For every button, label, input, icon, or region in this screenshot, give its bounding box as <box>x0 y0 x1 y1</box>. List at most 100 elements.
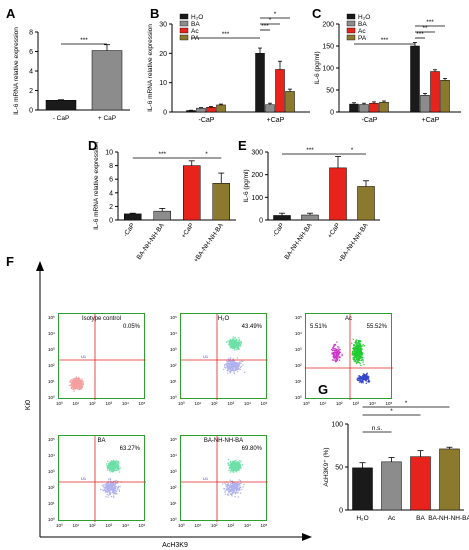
facs-event <box>359 362 361 365</box>
facs-event <box>236 463 238 465</box>
facs-event <box>228 366 231 368</box>
facs-event <box>362 373 365 375</box>
facs-x-tick-label: 10⁵ <box>138 523 146 528</box>
facs-x-tick-label: 10² <box>89 523 96 528</box>
facs-event <box>230 483 232 485</box>
facs-event <box>231 362 233 364</box>
facs-event <box>222 483 224 485</box>
bar <box>275 69 285 113</box>
facs-event <box>231 365 233 368</box>
facs-event <box>229 343 231 345</box>
facs-x-tick-label: 10¹ <box>194 401 202 406</box>
y-tick-label: 0 <box>330 110 334 117</box>
facs-event <box>117 480 119 482</box>
facs-event <box>234 336 236 339</box>
facs-event <box>332 356 334 358</box>
facs-event <box>77 382 79 384</box>
facs-event <box>235 469 238 471</box>
facs-event <box>225 341 228 343</box>
y-tick-label: 20 <box>159 51 167 58</box>
facs-event <box>335 344 337 346</box>
facs-event <box>223 488 225 490</box>
legend-swatch <box>179 27 189 34</box>
facs-y-tick-label: 10⁵ <box>170 315 177 320</box>
significance-label: *** <box>158 151 166 158</box>
significance-label: * <box>205 151 208 158</box>
facs-event <box>351 352 354 354</box>
facs-plot: U1 BA-NH-NH-BA 69.80% <box>180 435 268 522</box>
facs-event <box>232 344 235 347</box>
facs-event <box>231 346 233 348</box>
bar <box>45 100 77 111</box>
facs-event <box>227 493 229 495</box>
facs-event <box>103 489 105 492</box>
facs-event <box>236 343 238 346</box>
facs-event <box>82 384 84 386</box>
bar <box>357 186 375 221</box>
facs-event <box>237 469 239 471</box>
facs-event <box>70 379 72 381</box>
facs-y-tick-label: 10¹ <box>170 501 177 506</box>
y-tick-label: 150 <box>322 44 334 51</box>
facs-event <box>227 462 229 464</box>
facs-event <box>72 386 74 388</box>
facs-event <box>76 380 78 382</box>
facs-event <box>338 346 340 348</box>
facs-event <box>341 353 343 355</box>
facs-event <box>367 378 369 380</box>
facs-event <box>111 469 113 471</box>
facs-event <box>239 480 242 482</box>
facs-event <box>356 362 358 365</box>
facs-y-tick-label: 10⁰ <box>48 517 55 522</box>
facs-event <box>104 487 107 489</box>
facs-event <box>239 463 241 466</box>
facs-event <box>106 467 109 470</box>
facs-event <box>359 354 361 357</box>
facs-x-tick-label: 10⁵ <box>385 401 393 406</box>
bar <box>329 167 347 221</box>
facs-event <box>113 465 115 468</box>
facs-event <box>352 344 355 346</box>
facs-y-tick-label: 10⁴ <box>295 331 302 336</box>
facs-event <box>227 361 229 363</box>
facs-event <box>117 468 120 470</box>
facs-percent-upper-right: 0.05% <box>122 324 140 330</box>
bar <box>410 45 420 113</box>
facs-y-tick-label: 10³ <box>48 469 55 474</box>
facs-x-tick-label: 10⁴ <box>122 523 129 528</box>
y-tick-label: 10 <box>105 150 113 157</box>
facs-event <box>333 345 335 347</box>
facs-event <box>357 340 360 343</box>
facs-event <box>230 341 232 344</box>
facs-event <box>332 348 334 350</box>
facs-event <box>356 378 358 381</box>
facs-event <box>334 349 336 352</box>
facs-event <box>115 479 117 482</box>
facs-event <box>242 360 244 363</box>
legend-label: PA <box>358 35 367 42</box>
facs-event <box>233 366 235 368</box>
facs-event <box>239 488 241 490</box>
facs-event <box>233 364 235 366</box>
facs-event <box>336 359 338 362</box>
facs-event <box>357 341 359 344</box>
facs-event <box>352 338 354 341</box>
legend-swatch <box>179 13 189 20</box>
facs-event <box>237 364 240 367</box>
facs-event <box>235 490 237 493</box>
facs-event <box>72 385 75 387</box>
facs-event <box>234 464 237 466</box>
facs-y-tick-label: 10⁴ <box>170 453 177 458</box>
legend-label: PA <box>191 35 200 42</box>
facs-event <box>228 344 230 346</box>
facs-event <box>356 350 359 352</box>
facs-event <box>240 464 242 466</box>
facs-event <box>116 489 118 491</box>
facs-event <box>235 483 237 485</box>
facs-event <box>333 359 335 361</box>
facs-event <box>118 489 120 491</box>
panel-label-f: F <box>6 254 14 269</box>
y-tick-label: 0 <box>259 218 263 225</box>
facs-event <box>106 488 108 491</box>
y-axis-label: IL-6 mRNA relative expression <box>93 142 100 230</box>
